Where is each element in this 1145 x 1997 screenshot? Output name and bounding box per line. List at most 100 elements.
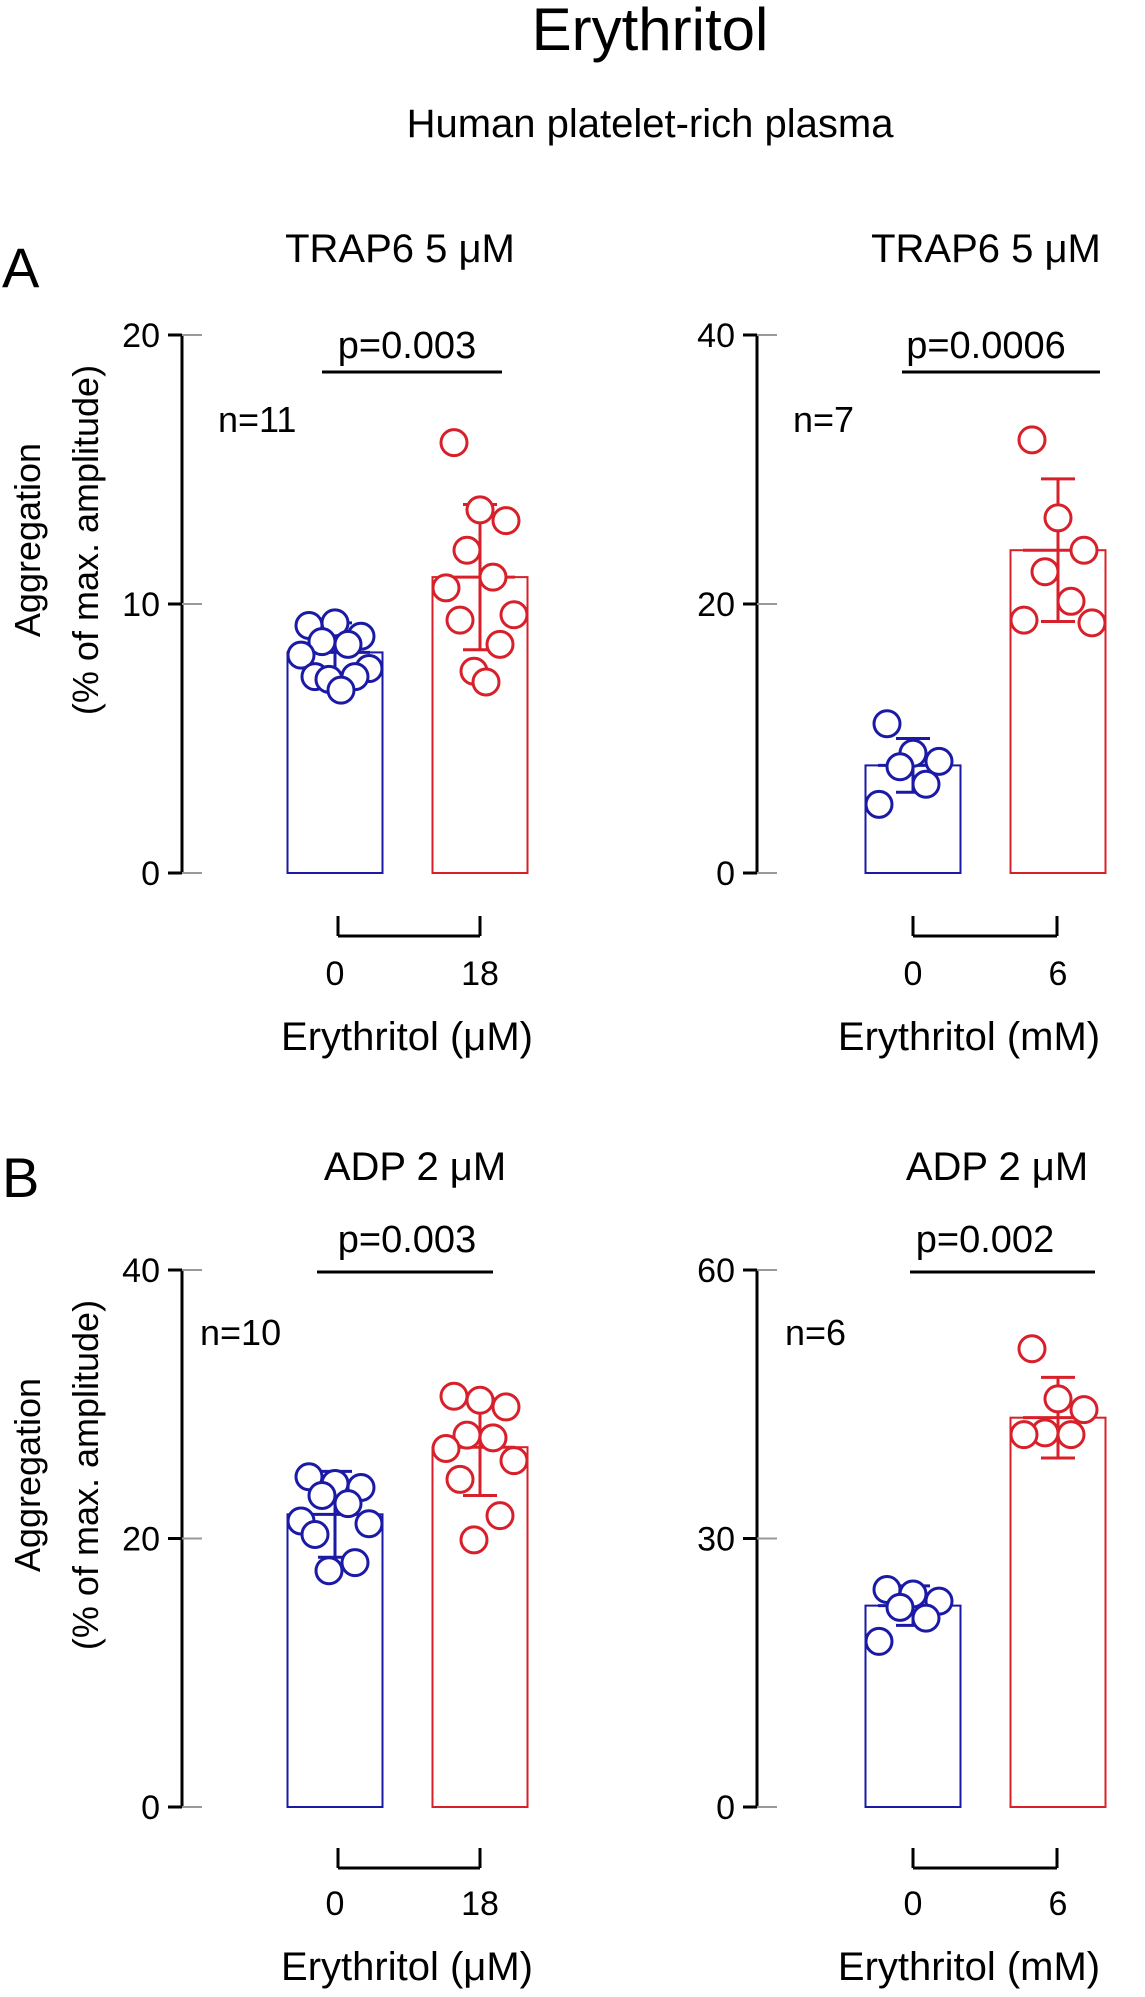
data-point	[491, 1392, 521, 1422]
data-point	[445, 605, 475, 635]
data-point	[485, 1501, 515, 1531]
data-point	[300, 1519, 330, 1549]
n-label: n=7	[793, 399, 854, 440]
data-point	[478, 1423, 508, 1453]
n-label: n=6	[785, 1312, 846, 1353]
x-category-label: 0	[904, 955, 923, 993]
x-category-label: 6	[1049, 955, 1068, 993]
y-tick-label: 0	[716, 1789, 735, 1827]
data-point	[286, 640, 316, 670]
panel-label-b: B	[2, 1146, 39, 1209]
data-point	[1043, 503, 1073, 533]
data-point	[314, 1556, 344, 1586]
y-tick-label: 20	[697, 586, 735, 624]
y-tick-label: 0	[141, 855, 160, 893]
chart-title: ADP 2 μM	[906, 1145, 1088, 1189]
y-tick-label: 40	[697, 317, 735, 355]
chart-title: TRAP6 5 μM	[285, 227, 515, 271]
x-axis-label: Erythritol (mM)	[838, 1945, 1100, 1989]
data-point	[911, 1603, 941, 1633]
data-point	[499, 1446, 529, 1476]
data-point	[439, 428, 469, 458]
bar-treated	[1009, 1416, 1107, 1809]
data-point	[1069, 1395, 1099, 1425]
y-tick-label: 0	[141, 1789, 160, 1827]
data-point	[1030, 557, 1060, 587]
data-point	[1043, 1384, 1073, 1414]
y-tick-label: 60	[697, 1252, 735, 1290]
data-point	[885, 752, 915, 782]
p-value-label: p=0.0006	[906, 325, 1066, 367]
y-axis-label-b-line2: (% of max. amplitude)	[65, 1300, 106, 1650]
data-point	[1069, 535, 1099, 565]
data-point	[491, 506, 521, 536]
data-point	[499, 600, 529, 630]
data-point	[1056, 1420, 1086, 1450]
data-point	[864, 789, 894, 819]
figure-title: Erythritol	[532, 0, 769, 63]
chart-title: ADP 2 μM	[324, 1145, 506, 1189]
y-tick-label: 20	[122, 317, 160, 355]
data-point	[431, 573, 461, 603]
data-point	[439, 1381, 469, 1411]
y-tick-label: 20	[122, 1521, 160, 1559]
chart-title: TRAP6 5 μM	[871, 227, 1101, 271]
y-tick-label: 30	[697, 1521, 735, 1559]
data-point	[478, 562, 508, 592]
data-point	[885, 1592, 915, 1622]
data-point	[924, 746, 954, 776]
y-tick-label: 40	[122, 1252, 160, 1290]
y-axis-label-a-line2: (% of max. amplitude)	[65, 365, 106, 715]
y-axis-label-a: Aggregation (% of max. amplitude)	[7, 365, 106, 715]
data-point	[333, 1489, 363, 1519]
y-axis-label-b-line1: Aggregation	[7, 1378, 48, 1572]
data-point	[452, 535, 482, 565]
x-category-label: 0	[326, 1885, 345, 1923]
data-point	[1017, 425, 1047, 455]
data-point	[471, 667, 501, 697]
data-point	[333, 629, 363, 659]
data-point	[340, 1548, 370, 1578]
n-label: n=11	[218, 399, 296, 440]
data-point	[465, 495, 495, 525]
p-value-label: p=0.002	[916, 1219, 1054, 1261]
data-point	[864, 1626, 894, 1656]
x-axis-label: Erythritol (μM)	[281, 1015, 533, 1059]
x-axis-label: Erythritol (μM)	[281, 1945, 533, 1989]
data-point	[1009, 605, 1039, 635]
x-category-label: 0	[904, 1885, 923, 1923]
data-point	[872, 709, 902, 739]
panel-label-a: A	[2, 236, 40, 299]
chart-a-trap6-micromolar: TRAP6 5 μM 0 10 20 0 18 n=11 p=0.003 Erythritol …	[122, 227, 533, 1059]
p-value-label: p=0.003	[338, 325, 476, 367]
y-axis-label-a-line1: Aggregation	[7, 443, 48, 637]
x-category-label: 0	[326, 955, 345, 993]
chart-a-trap6-millimolar: TRAP6 5 μM 0 20 40 0 6 n=7 p=0.0006 Erythritol (…	[697, 227, 1107, 1059]
x-category-label: 6	[1049, 1885, 1068, 1923]
chart-b-adp-millimolar: ADP 2 μM 0 30 60 0 6 n=6 p=0.002 Erythritol (mM)	[697, 1145, 1107, 1989]
data-point	[326, 675, 356, 705]
data-point	[307, 1481, 337, 1511]
data-point	[354, 1509, 384, 1539]
data-point	[1056, 586, 1086, 616]
y-axis-label-b: Aggregation (% of max. amplitude)	[7, 1300, 106, 1650]
data-point	[1009, 1420, 1039, 1450]
data-point	[1017, 1334, 1047, 1364]
data-point	[459, 1525, 489, 1555]
p-value-label: p=0.003	[338, 1219, 476, 1261]
data-point	[465, 1385, 495, 1415]
chart-b-adp-micromolar: ADP 2 μM 0 20 40 0 18 n=10 p=0.003 Erythritol (μ…	[122, 1145, 533, 1989]
data-point	[911, 769, 941, 799]
data-point	[431, 1434, 461, 1464]
x-category-label: 18	[461, 1885, 499, 1923]
n-label: n=10	[200, 1312, 281, 1353]
data-point	[1077, 608, 1107, 638]
data-point	[445, 1464, 475, 1494]
figure-subtitle: Human platelet-rich plasma	[407, 102, 895, 146]
x-category-label: 18	[461, 955, 499, 993]
data-point	[485, 629, 515, 659]
y-tick-label: 0	[716, 855, 735, 893]
y-tick-label: 10	[122, 586, 160, 624]
x-axis-label: Erythritol (mM)	[838, 1015, 1100, 1059]
